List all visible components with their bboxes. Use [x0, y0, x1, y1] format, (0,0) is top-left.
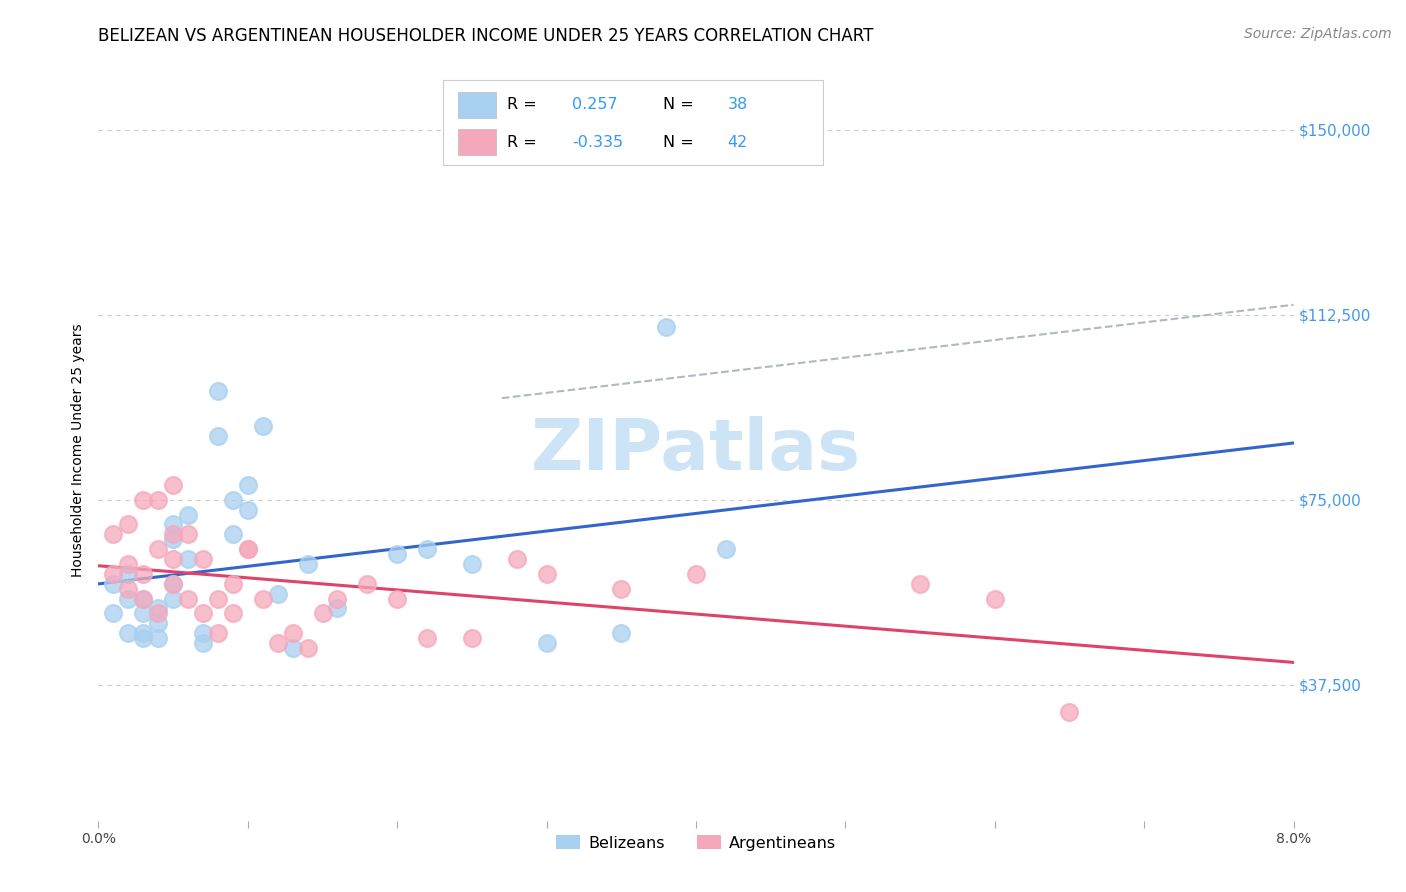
FancyBboxPatch shape [458, 129, 496, 155]
Point [162, 478, 184, 492]
Point [236, 542, 259, 557]
Text: BELIZEAN VS ARGENTINEAN HOUSEHOLDER INCOME UNDER 25 YEARS CORRELATION CHART: BELIZEAN VS ARGENTINEAN HOUSEHOLDER INCO… [98, 27, 873, 45]
Point [117, 626, 139, 640]
Point [191, 626, 214, 640]
Point [610, 582, 633, 596]
Point [685, 566, 707, 581]
Point [117, 557, 139, 571]
Point [162, 576, 184, 591]
Point [191, 552, 214, 566]
Point [267, 636, 290, 650]
Point [297, 557, 319, 571]
Point [207, 428, 229, 442]
Point [536, 636, 558, 650]
Point [148, 607, 170, 621]
Point [236, 478, 259, 492]
Text: -0.335: -0.335 [572, 135, 623, 150]
Point [177, 552, 200, 566]
Point [222, 576, 245, 591]
Point [908, 576, 931, 591]
Point [311, 607, 333, 621]
Point [177, 591, 200, 606]
Point [610, 626, 633, 640]
Point [1059, 705, 1081, 719]
Point [103, 576, 125, 591]
Text: 42: 42 [728, 135, 748, 150]
Point [326, 591, 349, 606]
Point [191, 636, 214, 650]
Point [252, 418, 274, 433]
Point [655, 320, 678, 334]
Point [162, 552, 184, 566]
Point [103, 527, 125, 541]
Point [132, 607, 155, 621]
Point [103, 566, 125, 581]
Point [177, 508, 200, 522]
Point [162, 527, 184, 541]
Point [416, 542, 439, 557]
Point [236, 502, 259, 516]
Point [103, 607, 125, 621]
Point [132, 591, 155, 606]
Point [461, 557, 484, 571]
Point [297, 640, 319, 655]
Point [281, 640, 304, 655]
Text: N =: N = [664, 135, 693, 150]
Point [132, 492, 155, 507]
Text: 0.257: 0.257 [572, 97, 617, 112]
FancyBboxPatch shape [458, 92, 496, 118]
Point [148, 631, 170, 645]
Legend: Belizeans, Argentineans: Belizeans, Argentineans [550, 829, 842, 857]
Point [132, 626, 155, 640]
Point [207, 384, 229, 399]
Point [117, 591, 139, 606]
Point [132, 566, 155, 581]
Point [117, 566, 139, 581]
Point [326, 601, 349, 615]
Point [385, 591, 409, 606]
Point [207, 591, 229, 606]
Text: R =: R = [508, 135, 537, 150]
Text: 38: 38 [728, 97, 748, 112]
Y-axis label: Householder Income Under 25 years: Householder Income Under 25 years [72, 324, 86, 577]
Point [416, 631, 439, 645]
Point [714, 542, 737, 557]
Point [236, 542, 259, 557]
Text: ZIPatlas: ZIPatlas [531, 416, 860, 485]
Text: Source: ZipAtlas.com: Source: ZipAtlas.com [1244, 27, 1392, 41]
Point [281, 626, 304, 640]
Point [536, 566, 558, 581]
Text: R =: R = [508, 97, 537, 112]
Point [222, 607, 245, 621]
Point [117, 582, 139, 596]
Point [461, 631, 484, 645]
Point [162, 576, 184, 591]
Point [162, 591, 184, 606]
Point [984, 591, 1007, 606]
Point [148, 492, 170, 507]
Point [148, 601, 170, 615]
Point [148, 542, 170, 557]
Point [132, 631, 155, 645]
Point [207, 626, 229, 640]
Point [148, 616, 170, 631]
Point [506, 552, 529, 566]
Text: N =: N = [664, 97, 693, 112]
Point [162, 533, 184, 547]
Point [177, 527, 200, 541]
Point [356, 576, 378, 591]
Point [222, 492, 245, 507]
Point [385, 547, 409, 561]
Point [252, 591, 274, 606]
Point [191, 607, 214, 621]
Point [222, 527, 245, 541]
Point [132, 591, 155, 606]
Point [162, 517, 184, 532]
Point [267, 586, 290, 600]
Point [117, 517, 139, 532]
